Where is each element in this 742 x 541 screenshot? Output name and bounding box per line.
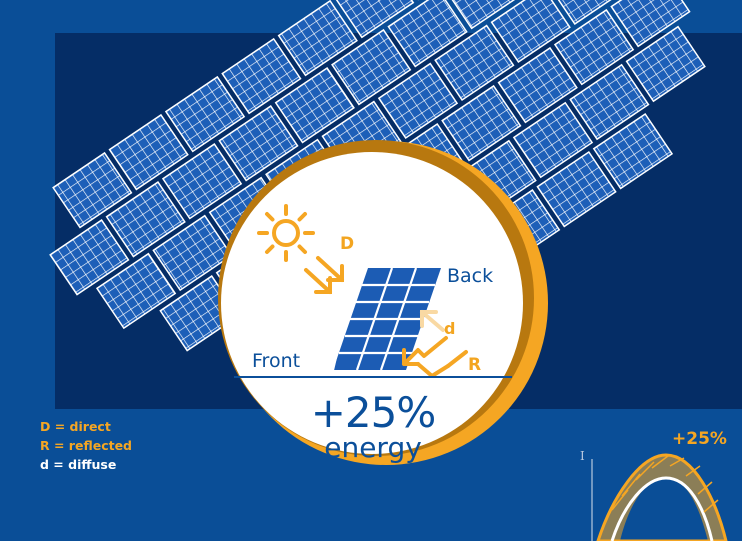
solar-module (152, 214, 233, 292)
solar-module (49, 219, 130, 296)
solar-module (441, 84, 522, 162)
solar-module (536, 150, 617, 228)
solar-module (105, 181, 186, 258)
solar-module (95, 252, 177, 330)
back-label: Back (447, 265, 494, 287)
solar-module (218, 104, 299, 182)
solar-module (497, 46, 578, 124)
curve-gain-label: +25% (672, 429, 727, 449)
solar-module (387, 0, 468, 68)
legend: D = direct R = reflected d = diffuse (40, 418, 132, 474)
solar-module (546, 0, 628, 25)
solar-module (512, 101, 594, 179)
irradiance-curve (591, 453, 728, 541)
solar-module (221, 37, 302, 115)
legend-diffuse: d = diffuse (40, 456, 117, 472)
diffuse-arrow-icon (420, 310, 445, 332)
solar-panel-icon (331, 267, 441, 371)
solar-module (490, 0, 571, 64)
front-label: Front (252, 350, 301, 372)
legend-reflected: R = reflected (40, 437, 132, 453)
direct-arrows-icon (304, 256, 344, 294)
energy-gain-unit: energy (324, 431, 422, 464)
solar-module (333, 0, 415, 39)
solar-module (434, 24, 515, 102)
curve-axis-label: I (580, 449, 585, 463)
solar-module (592, 112, 674, 190)
diffuse-label: d (444, 319, 456, 338)
solar-module (274, 66, 355, 144)
energy-gain: +25% energy (255, 392, 491, 462)
solar-module (161, 143, 243, 220)
solar-module (569, 63, 650, 141)
solar-module (553, 8, 635, 86)
solar-module (443, 0, 525, 30)
solar-module (52, 151, 133, 229)
solar-module (625, 25, 706, 103)
legend-direct: D = direct (40, 419, 111, 434)
direct-label: D (340, 234, 355, 254)
energy-gain-value: +25% (310, 388, 437, 437)
reflected-label: R (468, 355, 482, 375)
solar-module (277, 0, 358, 77)
solar-module (610, 0, 691, 48)
solar-module (331, 28, 412, 106)
sun-icon (257, 204, 315, 262)
solar-module (108, 113, 189, 191)
solar-module (377, 62, 459, 140)
solar-module (164, 75, 246, 153)
